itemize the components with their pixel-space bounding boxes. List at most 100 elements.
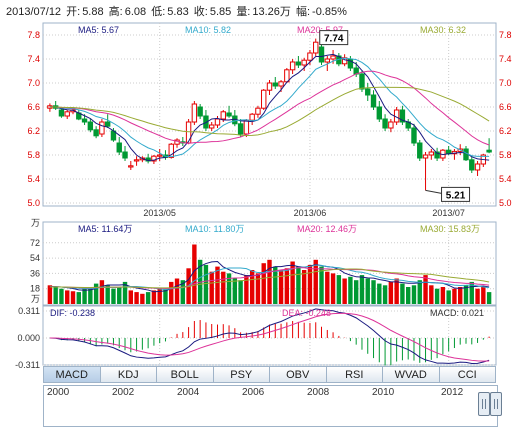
volume-bar xyxy=(481,287,486,304)
price-tick-left: 6.6 xyxy=(27,102,40,112)
candle-body xyxy=(168,143,174,158)
candle-body xyxy=(411,127,417,144)
candle-body xyxy=(133,159,140,162)
navigator-right-handle[interactable] xyxy=(490,392,502,416)
high-value: 6.08 xyxy=(124,6,147,18)
volume-bar xyxy=(284,268,290,304)
candle-body xyxy=(417,142,423,159)
volume-bar xyxy=(82,288,87,304)
volume-bar xyxy=(440,287,446,304)
volume-bar xyxy=(140,293,145,304)
volume-bar xyxy=(458,287,463,304)
candle-body xyxy=(422,154,429,159)
change-label: 幅: xyxy=(295,6,311,18)
time-navigator[interactable]: 2000 2002 2004 2006 2008 2010 2012 xyxy=(43,385,498,427)
candle-body xyxy=(151,155,157,162)
tab-psy[interactable]: PSY xyxy=(212,366,269,383)
volume-tick: 54 xyxy=(30,253,40,263)
macd-lines xyxy=(49,308,490,365)
volume-bar xyxy=(353,280,359,304)
navigator-left-handle[interactable] xyxy=(478,392,490,416)
low-marker-label: 5.21 xyxy=(446,190,466,201)
tab-rsi[interactable]: RSI xyxy=(325,366,382,383)
volume-bar xyxy=(59,288,64,304)
tab-macd[interactable]: MACD xyxy=(43,366,100,383)
volume-bar xyxy=(99,280,105,304)
macd-tick: 0.311 xyxy=(18,306,40,316)
volume-bar xyxy=(371,280,376,304)
volume-bar xyxy=(417,280,422,304)
candle-body xyxy=(191,103,198,123)
candle-body xyxy=(330,55,336,60)
volume-bar xyxy=(377,283,382,304)
volume-bar xyxy=(145,292,151,304)
volume-bar xyxy=(111,288,116,304)
macd-panel-frame xyxy=(42,305,497,366)
candle-body xyxy=(295,61,302,66)
volume-bar xyxy=(388,281,394,304)
volume-bar xyxy=(486,292,492,304)
volume-bar xyxy=(469,281,474,304)
y-axis-ticks: 7.8 7.8 7.4 7.4 7.0 7.0 6.6 6.6 6.2 6.2 5.8 5.8 5.4 5… xyxy=(15,30,511,370)
volume-ma-legend: MA5: 11.64万 xyxy=(78,224,132,234)
indicator-legends: MA5: 5.67 MA10: 5.82 MA20: 5.97 MA30: 6.32 M… xyxy=(50,25,484,318)
volume-tick: 72 xyxy=(30,238,40,248)
high-marker-box xyxy=(319,30,349,46)
candle-body xyxy=(313,41,319,54)
extreme-markers: 7.74 5.21 xyxy=(319,30,471,202)
volume-bar xyxy=(169,281,174,304)
volume-bar xyxy=(215,266,220,304)
indicator-tabbar: MACD KDJ BOLL PSY OBV RSI WVAD CCI xyxy=(43,366,496,383)
volume-bar xyxy=(290,261,295,304)
change-value: -0.85% xyxy=(312,6,347,18)
volume-bar xyxy=(359,275,365,304)
price-panel-frame xyxy=(42,22,497,207)
tab-wvad[interactable]: WVAD xyxy=(382,366,439,383)
candle-body xyxy=(58,109,65,117)
candle-body xyxy=(237,123,244,135)
tab-cci[interactable]: CCI xyxy=(438,366,496,383)
candle-body xyxy=(156,154,163,157)
candle-body xyxy=(249,113,255,121)
volume-bar xyxy=(273,266,278,304)
price-tick-left: 6.2 xyxy=(27,126,40,136)
candle-body xyxy=(469,159,475,171)
volume-bar xyxy=(255,273,261,304)
volume-bar xyxy=(475,288,480,304)
close-value: 5.85 xyxy=(209,6,232,18)
candle-body xyxy=(122,151,128,159)
volume-bar xyxy=(192,244,197,304)
volume-bar xyxy=(336,275,342,304)
volume-bar xyxy=(244,275,249,304)
tab-boll[interactable]: BOLL xyxy=(156,366,213,383)
volume-bar xyxy=(423,275,428,304)
price-tick-right: 5.0 xyxy=(499,198,512,208)
macd-legend: MACD: 0.021 xyxy=(430,308,484,318)
volume-bar xyxy=(226,273,232,304)
macd-tick: 0.000 xyxy=(17,333,40,343)
grid-lines xyxy=(43,23,496,366)
volume-bar xyxy=(382,285,388,304)
price-tick-left: 5.8 xyxy=(27,150,40,160)
candle-body xyxy=(214,118,221,126)
volume-unit-top: 万 xyxy=(31,218,40,228)
candle-body xyxy=(434,151,440,159)
price-tick-left: 7.0 xyxy=(27,78,40,88)
volume-bar xyxy=(88,287,93,304)
candle-body xyxy=(307,52,313,61)
nav-year-label: 2008 xyxy=(307,387,330,398)
close-label: 收: xyxy=(193,6,208,18)
volume-bar xyxy=(406,287,411,304)
candlesticks xyxy=(47,38,492,191)
price-ma-legend: MA5: 5.67 xyxy=(78,25,119,35)
tab-kdj[interactable]: KDJ xyxy=(99,366,156,383)
volume-bar xyxy=(325,271,330,304)
volume-bar xyxy=(238,280,243,304)
price-ma-legend: MA10: 5.82 xyxy=(185,25,231,35)
candle-body xyxy=(93,129,99,137)
tab-obv[interactable]: OBV xyxy=(269,366,326,383)
volume-bar xyxy=(47,285,53,304)
volume-bar xyxy=(446,290,451,304)
candle-body xyxy=(128,165,134,168)
volume-bar xyxy=(342,278,347,304)
